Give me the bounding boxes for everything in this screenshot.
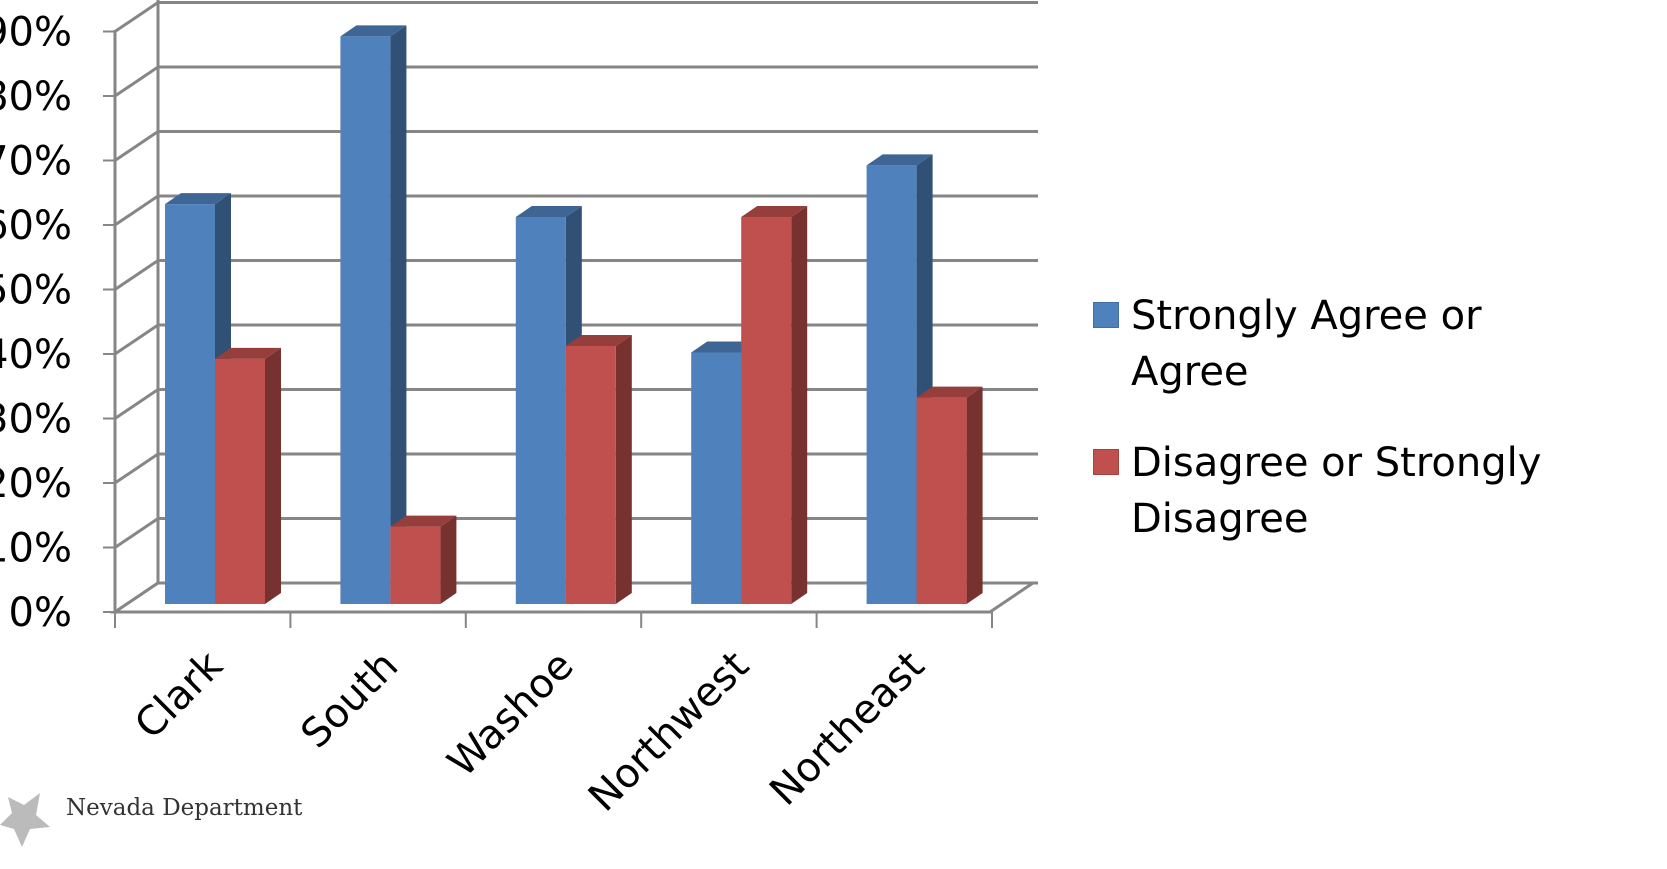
gridline-side [115, 3, 158, 32]
y-tick-label: 0% [9, 590, 72, 636]
bar-south-agree [340, 25, 406, 604]
x-tick-label: Northeast [761, 643, 933, 815]
x-tick-label: Clark [126, 642, 232, 748]
y-tick-label: 40% [0, 332, 72, 378]
gridline-side [115, 67, 158, 96]
y-tick-label: 30% [0, 397, 72, 443]
gridline-side [115, 519, 158, 548]
legend-swatch-disagree [1093, 449, 1119, 475]
y-tick-label: 10% [0, 526, 72, 572]
gridline-side [115, 261, 158, 290]
y-tick-label: 20% [0, 461, 72, 507]
y-tick-label: 70% [0, 139, 72, 185]
x-tick-label: South [292, 643, 407, 758]
bar-south-disagree [390, 516, 456, 604]
bar-northeast-disagree [917, 387, 983, 604]
legend-item-agree: Strongly Agree or Agree [1093, 288, 1653, 400]
x-tick-label: Northwest [580, 643, 758, 821]
y-tick-label: 60% [0, 203, 72, 249]
bar-washoe-disagree [566, 335, 632, 604]
bar-northwest-disagree [741, 206, 807, 604]
gridline-side [115, 196, 158, 225]
gridline-side [115, 132, 158, 161]
legend-swatch-agree [1093, 302, 1119, 328]
y-tick-label: 50% [0, 268, 72, 314]
gridline-side [115, 325, 158, 354]
gridline-side [115, 390, 158, 419]
logo-text: Nevada Department [66, 795, 302, 821]
y-tick-label: 80% [0, 74, 72, 120]
legend-item-disagree: Disagree or Strongly Disagree [1093, 435, 1653, 547]
x-tick-label: Washoe [439, 643, 582, 786]
y-tick-label: 90% [0, 10, 72, 56]
legend: Strongly Agree or Agree Disagree or Stro… [1093, 288, 1653, 582]
gridline-side [115, 454, 158, 483]
y-axis: 0% 10% 20% 30% 40% 50% 60% 70% 80% 90% [0, 10, 115, 637]
star-seal-icon [0, 775, 60, 865]
nevada-department-logo: Nevada Department [0, 775, 400, 865]
bar-clark-disagree [215, 348, 281, 604]
legend-label-disagree: Disagree or Strongly Disagree [1131, 435, 1561, 547]
legend-label-agree: Strongly Agree or Agree [1131, 288, 1561, 400]
